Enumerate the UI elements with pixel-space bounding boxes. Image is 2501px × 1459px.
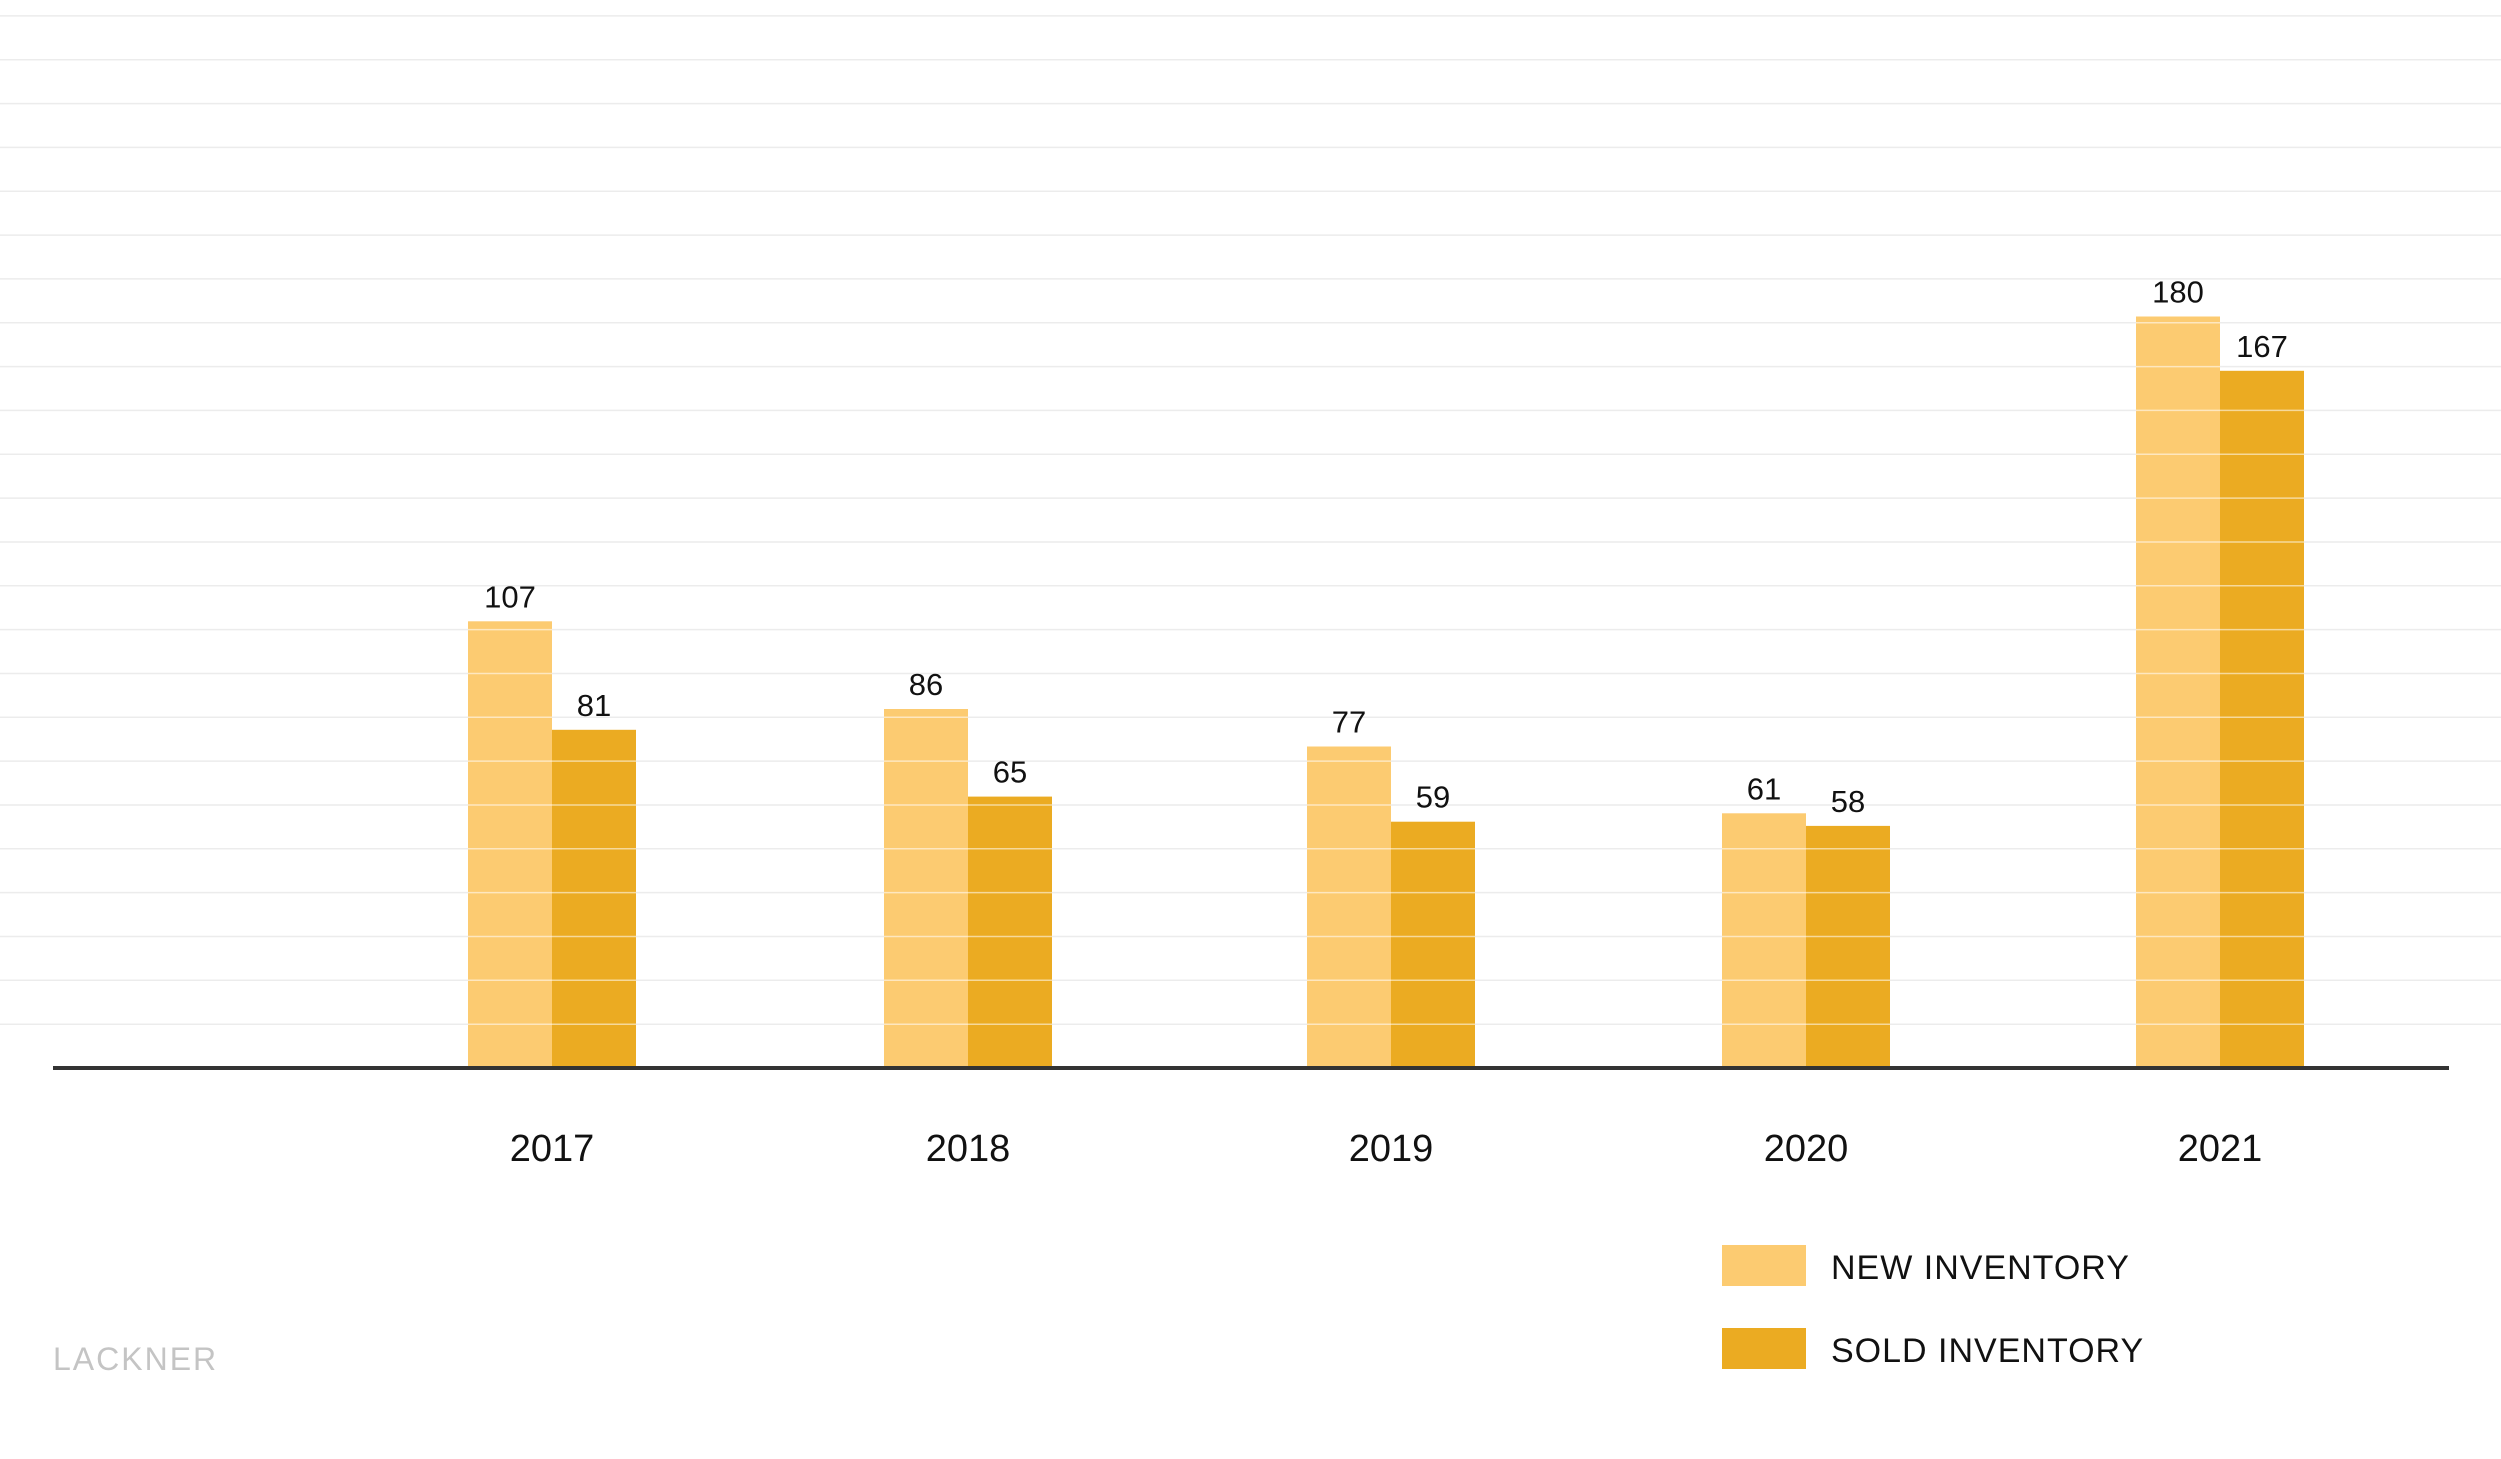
bar-sold-inventory-2017 — [552, 729, 636, 1068]
watermark: LACKNER — [53, 1341, 218, 1377]
bar-sold-inventory-2021 — [2220, 370, 2304, 1068]
x-tick-label-2021: 2021 — [2178, 1128, 2263, 1170]
x-tick-labels: 2017 2018 2019 2020 2021 — [510, 1128, 2263, 1170]
data-label-sold-inventory-2019: 59 — [1416, 780, 1450, 815]
x-tick-label-2019: 2019 — [1349, 1128, 1434, 1170]
gridlines — [0, 15, 2501, 1025]
data-label-new-inventory-2021: 180 — [2152, 275, 2204, 310]
bar-new-inventory-2017 — [468, 621, 552, 1068]
bar-sold-inventory-2019 — [1391, 821, 1475, 1068]
bar-new-inventory-2019 — [1307, 746, 1391, 1068]
bar-new-inventory-2018 — [884, 709, 968, 1068]
legend: NEW INVENTORY SOLD INVENTORY — [1722, 1245, 2144, 1370]
data-label-sold-inventory-2021: 167 — [2236, 329, 2288, 364]
data-label-sold-inventory-2020: 58 — [1831, 784, 1865, 819]
x-tick-label-2018: 2018 — [926, 1128, 1011, 1170]
data-label-new-inventory-2019: 77 — [1332, 705, 1366, 740]
data-label-new-inventory-2018: 86 — [909, 667, 943, 702]
x-tick-label-2017: 2017 — [510, 1128, 595, 1170]
x-tick-label-2020: 2020 — [1764, 1128, 1849, 1170]
bar-sold-inventory-2018 — [968, 796, 1052, 1068]
bar-separators — [468, 322, 2304, 1025]
legend-label-sold-inventory: SOLD INVENTORY — [1831, 1332, 2144, 1370]
data-label-sold-inventory-2018: 65 — [993, 755, 1027, 790]
data-label-new-inventory-2020: 61 — [1747, 771, 1781, 806]
bar-new-inventory-2020 — [1722, 813, 1806, 1068]
data-label-sold-inventory-2017: 81 — [577, 688, 611, 723]
legend-swatch-sold-inventory — [1722, 1328, 1806, 1369]
bar-new-inventory-2021 — [2136, 316, 2220, 1068]
legend-swatch-new-inventory — [1722, 1245, 1806, 1286]
bar-group — [468, 316, 2304, 1068]
data-labels: 107 81 86 65 77 59 61 58 180 167 — [484, 275, 2288, 819]
data-label-new-inventory-2017: 107 — [484, 579, 536, 614]
bar-sold-inventory-2020 — [1806, 825, 1890, 1068]
legend-label-new-inventory: NEW INVENTORY — [1831, 1249, 2130, 1287]
